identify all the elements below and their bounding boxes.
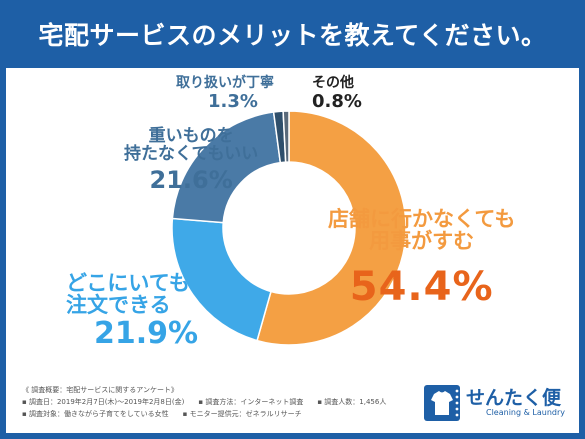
donut-chart — [171, 110, 407, 346]
slice-value-careful: 1.3% — [208, 90, 258, 112]
slice-value-heavy: 21.6% — [149, 165, 233, 194]
page-title: 宅配サービスのメリットを教えてください。 — [0, 0, 585, 68]
slice-label-store: 店舗に行かなくても 用事がすむ 54.4% — [328, 208, 515, 308]
slice-label-heavy-line2: 持たなくてもいい — [124, 143, 259, 164]
slice-label-other: その他 0.8% — [312, 76, 362, 112]
survey-method: ▪ 調査方法：インターネット調査 — [198, 398, 304, 406]
survey-count: ▪ 調査人数：1,456人 — [317, 398, 387, 406]
survey-target: ▪ 調査対象：働きながら子育てをしている女性 — [22, 410, 169, 418]
slice-value-anywhere: 21.9% — [94, 316, 199, 352]
slice-label-careful: 取り扱いが丁寧 1.3% — [176, 76, 274, 112]
survey-heading: 《 調査概要：宅配サービスに関するアンケート》 — [22, 386, 178, 394]
slice-value-store: 54.4% — [349, 264, 494, 311]
brand-logo: せんたく便 Cleaning & Laundry — [424, 383, 574, 423]
logo-subtitle: Cleaning & Laundry — [486, 408, 565, 417]
slice-other — [282, 110, 290, 163]
slice-label-heavy: 重いものを 持たなくてもいい 21.6% — [124, 126, 259, 194]
slice-label-heavy-line1: 重いものを — [148, 126, 234, 146]
slice-value-other: 0.8% — [312, 90, 362, 112]
logo-name: せんたく便 — [466, 387, 562, 409]
shirt-icon — [424, 385, 460, 421]
slice-label-store-line2: 用事がすむ — [369, 229, 475, 254]
slice-label-store-line1: 店舗に行かなくても — [328, 207, 516, 231]
slice-label-careful-text: 取り扱いが丁寧 — [176, 75, 274, 91]
survey-monitor: ▪ モニター提供元：ゼネラルリサーチ — [182, 410, 302, 418]
slice-label-anywhere: どこにいても 注文できる 21.9% — [66, 272, 198, 350]
survey-date: ▪ 調査日：2019年2月7日(木)～2019年2月8日(金) — [22, 398, 185, 406]
slice-label-anywhere-line2: 注文できる — [66, 293, 171, 318]
slice-label-other-text: その他 — [312, 75, 354, 91]
survey-footnote: 《 調査概要：宅配サービスに関するアンケート》 ▪ 調査日：2019年2月7日(… — [22, 384, 422, 420]
slice-store — [256, 110, 407, 346]
slice-label-anywhere-line1: どこにいても — [66, 271, 190, 295]
